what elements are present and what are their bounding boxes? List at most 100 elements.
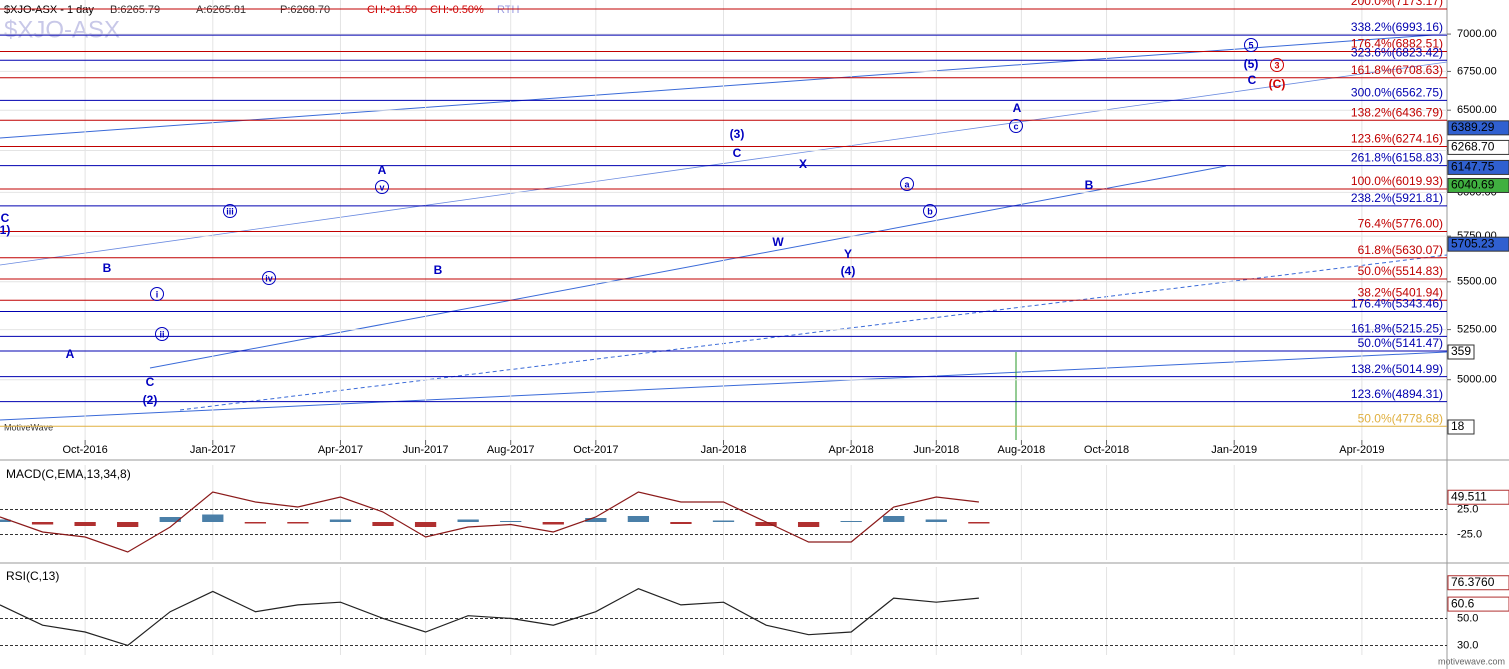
wave-label: b — [927, 206, 933, 216]
wave-circle — [155, 327, 169, 341]
y-tick-label: 6500.00 — [1457, 104, 1497, 116]
x-tick-label: Apr-2019 — [1339, 444, 1384, 456]
wave-label: a — [904, 179, 910, 189]
fib-label: 138.2%(6436.79) — [1351, 105, 1443, 119]
wave-label: (4) — [841, 264, 856, 278]
wave-circle — [923, 204, 937, 218]
histogram-bar — [202, 514, 224, 522]
histogram-bar — [457, 519, 479, 522]
fib-label: 61.8%(5630.07) — [1358, 243, 1443, 257]
histogram-bar — [968, 522, 990, 524]
wave-circle — [1244, 38, 1258, 52]
histogram-bar — [31, 522, 54, 525]
wave-circle — [375, 180, 389, 194]
fib-label: 323.6%(6823.42) — [1351, 45, 1443, 59]
histogram-bar — [585, 518, 607, 522]
wave-label: Y — [844, 247, 852, 261]
wave-label: iv — [265, 273, 273, 283]
wave-label: C — [733, 146, 742, 160]
y-tick-label: -25.0 — [1457, 528, 1482, 540]
trend-line — [179, 254, 1448, 411]
wave-label: A — [378, 163, 387, 177]
footer: motivewave.com — [1438, 656, 1505, 666]
value-box-label: 60.6 — [1451, 596, 1475, 610]
wave-circle — [1270, 58, 1284, 72]
wave-label: v — [379, 182, 384, 192]
x-tick-label: Jan-2017 — [190, 444, 236, 456]
price-box-label: 6147.75 — [1451, 160, 1495, 174]
x-tick-label: Jan-2018 — [701, 444, 747, 456]
volume-box — [1447, 344, 1475, 360]
fib-label: 176.4%(6882.51) — [1351, 37, 1443, 51]
quote-field: CH:-31.50 — [367, 4, 417, 16]
x-tick-label: Apr-2018 — [829, 444, 874, 456]
y-tick-label: 5000.00 — [1457, 374, 1497, 386]
value-box — [1447, 575, 1509, 591]
wave-label: 3 — [1274, 60, 1279, 70]
histogram-bar — [883, 516, 905, 522]
wave-label: B — [434, 263, 443, 277]
fib-label: 200.0%(7173.17) — [1351, 0, 1443, 8]
y-tick-label: 5250.00 — [1457, 323, 1497, 335]
histogram-bar — [670, 522, 692, 524]
wave-circle — [223, 204, 237, 218]
wave-label: iii — [226, 206, 234, 216]
x-tick-label: Oct-2016 — [62, 444, 107, 456]
price-box-label: 6389.29 — [1451, 120, 1495, 134]
fib-label: 50.0%(4778.68) — [1358, 411, 1443, 425]
indicator-line — [0, 588, 979, 647]
wave-label: ii — [159, 329, 164, 339]
price-box-label: 6040.69 — [1451, 178, 1495, 192]
quote-field: CH:-0.50% — [430, 4, 484, 16]
quote-field: P:6268.70 — [280, 4, 330, 16]
wave-circle — [150, 287, 164, 301]
x-tick-label: Jun-2017 — [403, 444, 449, 456]
chart-title: $XJO-ASX - 1 day — [4, 4, 94, 16]
wave-label: (2) — [143, 393, 158, 407]
fib-label: 300.0%(6562.75) — [1351, 85, 1443, 99]
histogram-bar — [925, 519, 947, 522]
y-tick-label: 6750.00 — [1457, 65, 1497, 77]
volume-box-label: 359 — [1451, 344, 1471, 358]
histogram-bar — [627, 516, 650, 522]
wave-label: C — [1, 211, 10, 225]
wave-label: A — [1013, 101, 1022, 115]
wave-label: 5 — [1248, 40, 1253, 50]
histogram-bar — [372, 522, 394, 526]
histogram-bar — [74, 522, 96, 526]
fib-label: 161.8%(5215.25) — [1351, 322, 1443, 336]
histogram-bar — [0, 519, 11, 522]
y-tick-label: 50.0 — [1457, 612, 1478, 624]
histogram-bar — [542, 522, 564, 525]
wave-label: 1) — [0, 223, 10, 237]
wave-label: (5) — [1244, 57, 1259, 71]
wave-circle — [1009, 119, 1023, 133]
fib-label: 338.2%(6993.16) — [1351, 20, 1443, 34]
x-tick-label: Aug-2017 — [487, 444, 535, 456]
wave-circle — [900, 177, 914, 191]
histogram-bar — [159, 517, 181, 522]
x-tick-label: Jan-2019 — [1211, 444, 1257, 456]
histogram-bar — [755, 522, 777, 526]
wave-label: C — [1248, 73, 1257, 87]
fib-label: 138.2%(5014.99) — [1351, 362, 1443, 376]
quote-field: B:6265.79 — [110, 4, 160, 16]
fib-label: 76.4%(5776.00) — [1358, 217, 1443, 231]
indicator-line — [0, 491, 979, 553]
histogram-bar — [712, 520, 735, 522]
fib-label: 50.0%(5141.47) — [1358, 336, 1443, 350]
panel-title: RSI(C,13) — [6, 569, 59, 583]
price-box — [1447, 159, 1509, 175]
wave-label: C — [146, 375, 155, 389]
wave-label: c — [1013, 121, 1018, 131]
fib-label: 50.0%(5514.83) — [1358, 264, 1443, 278]
histogram-bar — [287, 522, 309, 524]
wave-circle — [262, 271, 276, 285]
histogram-bar — [329, 519, 352, 522]
x-tick-label: Aug-2018 — [998, 444, 1046, 456]
price-box — [1447, 177, 1509, 193]
histogram-bar — [840, 521, 862, 522]
price-box — [1447, 236, 1509, 252]
price-box-label: 6268.70 — [1451, 140, 1495, 154]
